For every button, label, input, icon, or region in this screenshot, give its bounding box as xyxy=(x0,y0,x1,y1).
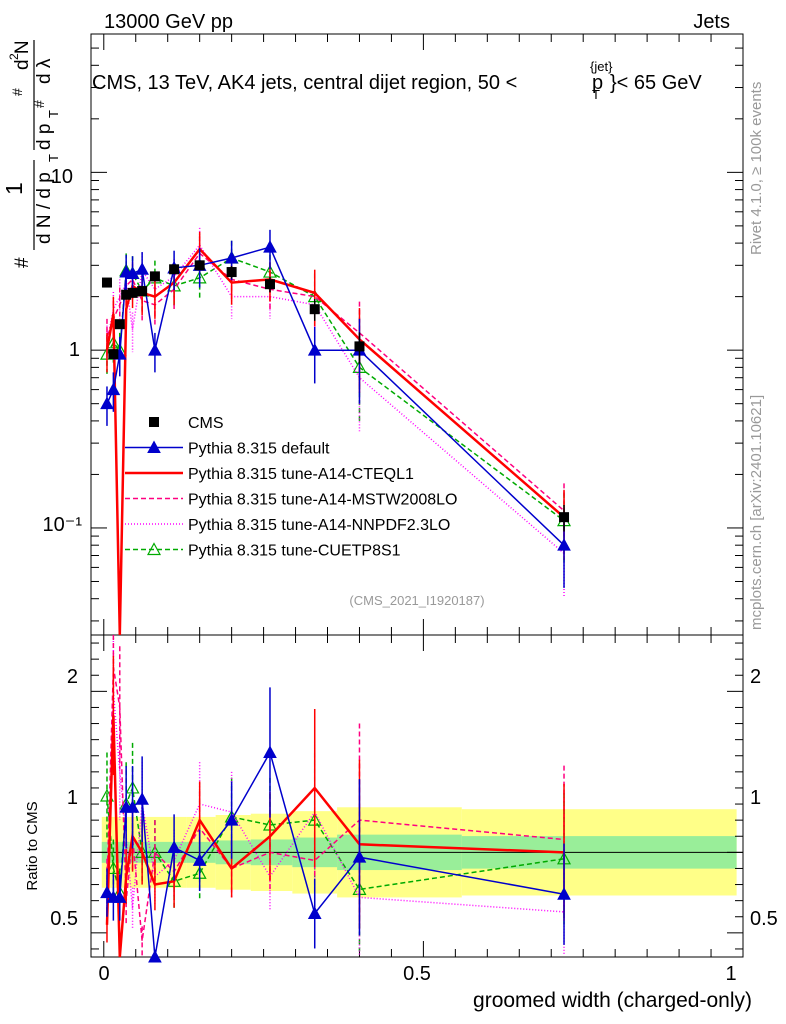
y-axis-label: # d N / d p T 1 d N 2 # d p T d λ # xyxy=(1,40,61,268)
cms-data-point xyxy=(108,349,119,360)
y-tick-0.1: 10⁻¹ xyxy=(43,514,83,536)
x-tick-0.5: 0.5 xyxy=(403,963,431,985)
title-suffix: }< 65 GeV xyxy=(610,72,702,94)
ratio-series-marker xyxy=(352,850,367,863)
legend-marker xyxy=(146,542,162,556)
main-series-marker xyxy=(125,266,140,279)
cms-data-point xyxy=(264,279,275,290)
x-tick-0: 0 xyxy=(98,963,109,985)
title-main: CMS, 13 TeV, AK4 jets, central dijet reg… xyxy=(92,72,517,94)
main-series-marker xyxy=(224,250,239,264)
title-pT: p xyxy=(592,72,603,94)
y-tick-10: 10 xyxy=(51,166,73,188)
main-series-marker xyxy=(106,382,121,396)
main-series-marker xyxy=(100,396,114,410)
main-series-line xyxy=(105,247,565,636)
ratio-series-marker xyxy=(125,800,140,813)
ratio-uncertainty-bands xyxy=(91,807,743,898)
ratio-series-marker xyxy=(135,792,149,805)
rivet-version-label: Rivet 4.1.0, ≥ 100k events xyxy=(748,82,765,255)
analysis-id-label: (CMS_2021_I1920187) xyxy=(349,593,484,608)
legend-label: Pythia 8.315 tune-A14-MSTW2008LO xyxy=(188,492,457,509)
cms-data-point xyxy=(101,277,112,288)
legend-label: CMS xyxy=(188,415,224,432)
ratio-series-marker xyxy=(263,745,277,759)
y-label-dpT: d p xyxy=(34,124,55,150)
legend-label: Pythia 8.315 tune-A14-CTEQL1 xyxy=(188,466,414,483)
ratio-series-marker xyxy=(100,885,114,899)
main-series-marker xyxy=(135,262,149,275)
ratio-tick-2: 2 xyxy=(67,666,78,688)
ratio-tick-right-2: 2 xyxy=(750,666,761,688)
legend-marker-cms xyxy=(149,417,159,427)
ratio-series-line xyxy=(106,750,565,958)
cms-data-point xyxy=(194,260,205,271)
plot-title: CMS, 13 TeV, AK4 jets, central dijet reg… xyxy=(92,59,702,102)
header-left: 13000 GeV pp xyxy=(104,11,233,33)
legend: CMS Pythia 8.315 default Pythia 8.315 tune… xyxy=(125,415,457,560)
cms-data-point xyxy=(114,319,125,330)
ratio-series-line xyxy=(106,667,565,942)
y-label-T-sub-2: T xyxy=(46,110,61,118)
title-pT-sub: T xyxy=(592,87,600,102)
cms-data-point xyxy=(149,271,160,282)
ratio-y-axis-label: Ratio to CMS xyxy=(24,801,41,890)
ratio-series-marker xyxy=(192,853,207,866)
main-series-marker xyxy=(148,343,162,356)
y-label-T-sub: T xyxy=(46,154,61,162)
ratio-tick-1: 1 xyxy=(67,787,78,809)
y-label-one: 1 xyxy=(1,182,27,195)
main-series-marker xyxy=(307,343,322,356)
ratio-plot-frame xyxy=(90,634,744,958)
y-tick-1: 1 xyxy=(69,339,80,361)
legend-label: Pythia 8.315 default xyxy=(188,441,330,458)
y-label-hash-2: # xyxy=(9,88,25,96)
ratio-series-marker xyxy=(148,949,162,963)
cms-data-point xyxy=(169,264,180,275)
legend-marker xyxy=(147,440,161,453)
ratio-tick-right-1: 1 xyxy=(750,787,761,809)
ratio-series-line xyxy=(105,715,565,958)
legend-label: Pythia 8.315 tune-CUETP8S1 xyxy=(188,543,401,560)
ratio-tick-right-0.5: 0.5 xyxy=(750,908,778,930)
cms-data-point xyxy=(559,512,570,523)
y-label-squared: 2 xyxy=(7,53,21,60)
ratio-series-marker xyxy=(167,840,181,854)
main-series-marker xyxy=(263,240,277,253)
cms-data-point xyxy=(354,341,365,352)
main-series-marker xyxy=(557,538,571,551)
axis-ticks xyxy=(91,33,744,957)
ratio-series-line xyxy=(106,691,565,913)
y-label-hash-1: # xyxy=(12,257,33,268)
ratio-series-marker xyxy=(112,890,127,903)
cms-data-point xyxy=(121,289,132,300)
cms-data-point xyxy=(127,287,138,298)
cms-data-point xyxy=(137,286,148,297)
x-tick-1: 1 xyxy=(725,963,736,985)
main-series-line xyxy=(106,246,565,546)
cms-data-point xyxy=(309,304,320,315)
y-label-dN-dpT: d N / d p xyxy=(34,172,55,244)
header-right: Jets xyxy=(693,11,730,33)
title-pT-sup: {jet} xyxy=(590,59,613,74)
cms-data-point xyxy=(226,267,237,278)
main-plot-series xyxy=(99,227,572,636)
ratio-series-marker xyxy=(224,813,239,826)
ratio-series-marker xyxy=(557,887,571,900)
y-label-hash-3: # xyxy=(31,100,47,108)
mcplots-label: mcplots.cern.ch [arXiv:2401.10621] xyxy=(748,395,765,630)
y-label-dlambda: d λ xyxy=(34,58,55,84)
x-axis-label: groomed width (charged-only) xyxy=(473,989,752,1012)
ratio-tick-0.5: 0.5 xyxy=(50,908,78,930)
ratio-series-marker xyxy=(307,906,322,920)
ratio-plot-series xyxy=(99,635,572,963)
y-label-d2N: d N xyxy=(12,40,33,70)
legend-label: Pythia 8.315 tune-A14-NNPDF2.3LO xyxy=(188,517,450,534)
